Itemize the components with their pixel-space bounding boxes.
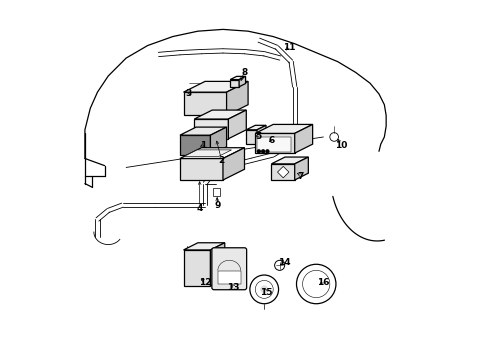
Circle shape <box>260 286 267 293</box>
Polygon shape <box>277 166 288 178</box>
Circle shape <box>265 150 268 153</box>
Text: 13: 13 <box>227 283 240 292</box>
Polygon shape <box>257 125 265 144</box>
Polygon shape <box>223 148 244 180</box>
Text: 11: 11 <box>283 43 295 52</box>
Text: 8: 8 <box>241 68 247 77</box>
Polygon shape <box>210 243 224 286</box>
Polygon shape <box>271 164 294 180</box>
Polygon shape <box>183 250 210 286</box>
Polygon shape <box>180 158 223 180</box>
Polygon shape <box>184 150 231 156</box>
Text: 5: 5 <box>255 132 262 141</box>
Text: 12: 12 <box>199 278 211 287</box>
Polygon shape <box>183 81 247 92</box>
Polygon shape <box>210 127 226 155</box>
Polygon shape <box>183 92 226 116</box>
Polygon shape <box>246 125 265 130</box>
Polygon shape <box>194 110 246 119</box>
Circle shape <box>261 150 264 153</box>
Text: 16: 16 <box>317 278 329 287</box>
Text: 10: 10 <box>334 141 347 150</box>
Polygon shape <box>230 80 239 87</box>
Polygon shape <box>271 157 308 164</box>
Polygon shape <box>294 125 312 153</box>
Polygon shape <box>230 76 245 80</box>
Polygon shape <box>294 157 308 180</box>
Text: 2: 2 <box>218 156 224 165</box>
Bar <box>213 188 219 196</box>
Polygon shape <box>180 148 244 158</box>
Polygon shape <box>180 135 210 155</box>
Text: 14: 14 <box>277 258 290 267</box>
Polygon shape <box>228 110 246 139</box>
Text: 1: 1 <box>200 141 206 150</box>
Bar <box>257 137 290 152</box>
Bar <box>217 271 241 284</box>
Text: 9: 9 <box>214 201 221 210</box>
Text: 6: 6 <box>268 136 274 145</box>
FancyBboxPatch shape <box>211 248 246 290</box>
Circle shape <box>257 150 260 153</box>
Polygon shape <box>226 81 247 116</box>
Polygon shape <box>255 134 294 153</box>
Polygon shape <box>239 76 245 87</box>
Polygon shape <box>183 243 224 250</box>
Text: 4: 4 <box>196 204 203 213</box>
Text: 7: 7 <box>296 172 303 181</box>
Polygon shape <box>255 125 312 134</box>
Polygon shape <box>194 119 228 139</box>
Text: 15: 15 <box>259 288 272 297</box>
Text: 3: 3 <box>185 89 192 98</box>
Polygon shape <box>246 130 257 144</box>
Polygon shape <box>180 127 226 135</box>
